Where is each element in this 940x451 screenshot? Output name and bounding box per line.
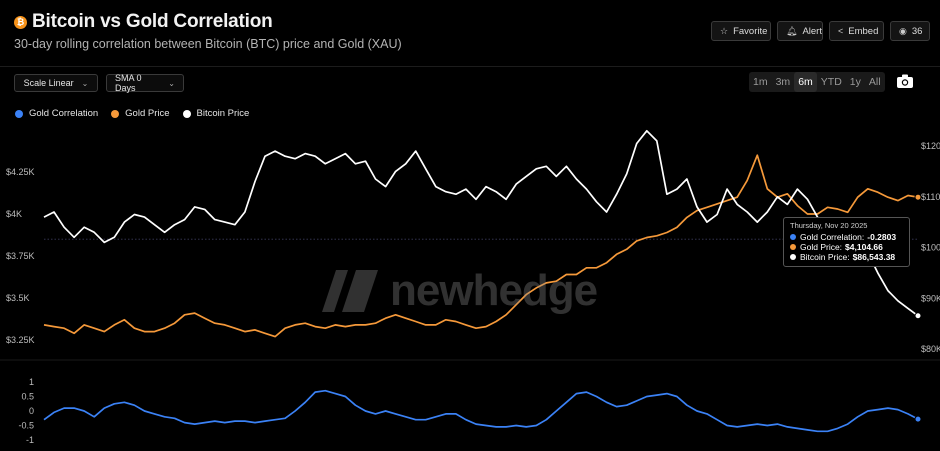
header-divider bbox=[0, 66, 940, 67]
tooltip-dot bbox=[790, 244, 796, 250]
y-corr-tick-label: 0 bbox=[29, 406, 34, 416]
chevron-down-icon: ⌄ bbox=[81, 78, 89, 88]
gold-correlation-line bbox=[43, 389, 919, 433]
page-title: Bitcoin vs Gold Correlation bbox=[32, 11, 273, 32]
range-all[interactable]: All bbox=[868, 76, 881, 88]
tooltip-label: Bitcoin Price: bbox=[800, 252, 850, 262]
range-1y[interactable]: 1y bbox=[849, 76, 861, 88]
range-6m[interactable]: 6m bbox=[794, 72, 817, 92]
y-left-tick-label: $4K bbox=[6, 209, 22, 219]
page-subtitle: 30-day rolling correlation between Bitco… bbox=[14, 37, 402, 51]
alert-label: Alert bbox=[802, 25, 822, 37]
y-left-tick-label: $3.75K bbox=[6, 251, 35, 261]
bitcoin-price-line bbox=[43, 129, 919, 317]
y-left-tick-label: $4.25K bbox=[6, 167, 35, 177]
y-right-tick-label: $100K bbox=[921, 243, 940, 253]
legend: Gold Correlation Gold Price Bitcoin Pric… bbox=[15, 108, 262, 119]
y-right-tick-label: $110K bbox=[921, 192, 940, 202]
legend-dot bbox=[182, 109, 191, 118]
sma-label: SMA 0 Days bbox=[115, 73, 142, 93]
bell-icon: 🔔︎ bbox=[786, 25, 798, 36]
scale-label: Scale Linear bbox=[23, 78, 74, 88]
chart-tooltip: Thursday, Nov 20 2025 Gold Correlation: … bbox=[783, 217, 910, 267]
embed-button[interactable]: < Embed bbox=[829, 21, 884, 41]
tooltip-value: -0.2803 bbox=[867, 232, 897, 242]
tooltip-row: Bitcoin Price: $86,543.38 bbox=[790, 252, 903, 262]
tooltip-label: Gold Correlation: bbox=[800, 232, 865, 242]
chevron-down-icon: ⌄ bbox=[168, 78, 175, 88]
legend-dot bbox=[111, 109, 120, 118]
eye-icon: ◉ bbox=[899, 25, 907, 36]
tooltip-value: $4,104.66 bbox=[845, 242, 883, 252]
legend-label: Gold Price bbox=[125, 108, 170, 119]
scale-dropdown[interactable]: Scale Linear ⌄ bbox=[14, 74, 98, 92]
title-wrap: ₿ Bitcoin vs Gold Correlation bbox=[14, 11, 273, 33]
tooltip-dot bbox=[790, 254, 796, 260]
gold-price-endpoint bbox=[914, 193, 922, 201]
tooltip-row: Gold Correlation: -0.2803 bbox=[790, 232, 903, 242]
y-left-tick-label: $3.5K bbox=[6, 293, 30, 303]
star-icon: ☆ bbox=[720, 25, 729, 36]
y-corr-tick-label: 1 bbox=[29, 377, 34, 387]
favorite-button[interactable]: ☆ Favorite bbox=[711, 21, 771, 41]
tooltip-label: Gold Price: bbox=[800, 242, 843, 252]
legend-label: Bitcoin Price bbox=[196, 108, 250, 119]
tooltip-date: Thursday, Nov 20 2025 bbox=[790, 221, 868, 230]
share-icon: < bbox=[838, 26, 844, 36]
gold-correlation-endpoint bbox=[914, 415, 922, 423]
y-left-tick-label: $3.25K bbox=[6, 335, 35, 345]
gold-price-line bbox=[43, 154, 919, 338]
sma-dropdown[interactable]: SMA 0 Days ⌄ bbox=[106, 73, 184, 93]
tooltip-row: Gold Price: $4,104.66 bbox=[790, 242, 903, 252]
watermark: newhedge bbox=[322, 266, 598, 316]
legend-item-gold-correlation[interactable]: Gold Correlation bbox=[15, 108, 98, 119]
tooltip-dot bbox=[790, 234, 796, 240]
y-corr-tick-label: -1 bbox=[26, 435, 34, 445]
alert-button[interactable]: 🔔︎ Alert bbox=[777, 21, 823, 41]
tooltip-value: $86,543.38 bbox=[852, 252, 896, 262]
range-ytd[interactable]: YTD bbox=[820, 76, 842, 88]
watermark-text: newhedge bbox=[390, 266, 598, 315]
legend-item-bitcoin-price[interactable]: Bitcoin Price bbox=[182, 108, 250, 119]
y-corr-tick-label: -0.5 bbox=[18, 421, 34, 431]
y-right-tick-label: $90K bbox=[921, 293, 940, 303]
y-right-tick-label: $120K bbox=[921, 141, 940, 151]
header: ₿ Bitcoin vs Gold Correlation 30-day rol… bbox=[0, 0, 940, 62]
y-corr-tick-label: 0.5 bbox=[21, 392, 34, 402]
views-count: 36 bbox=[911, 25, 923, 37]
legend-item-gold-price[interactable]: Gold Price bbox=[111, 108, 170, 119]
y-right-tick-label: $80K bbox=[921, 344, 940, 354]
bitcoin-logo-icon: ₿ bbox=[14, 15, 27, 29]
legend-dot bbox=[15, 109, 23, 118]
embed-label: Embed bbox=[848, 25, 879, 37]
favorite-label: Favorite bbox=[733, 25, 768, 37]
newhedge-logo-icon bbox=[322, 270, 378, 312]
legend-label: Gold Correlation bbox=[29, 108, 99, 119]
camera-icon[interactable] bbox=[896, 73, 914, 89]
range-3m[interactable]: 3m bbox=[775, 76, 791, 88]
range-selector: 1m 3m 6m YTD 1y All bbox=[749, 72, 885, 92]
bitcoin-price-endpoint bbox=[914, 312, 922, 320]
views-button[interactable]: ◉ 36 bbox=[890, 21, 930, 41]
range-1m[interactable]: 1m bbox=[753, 76, 768, 88]
